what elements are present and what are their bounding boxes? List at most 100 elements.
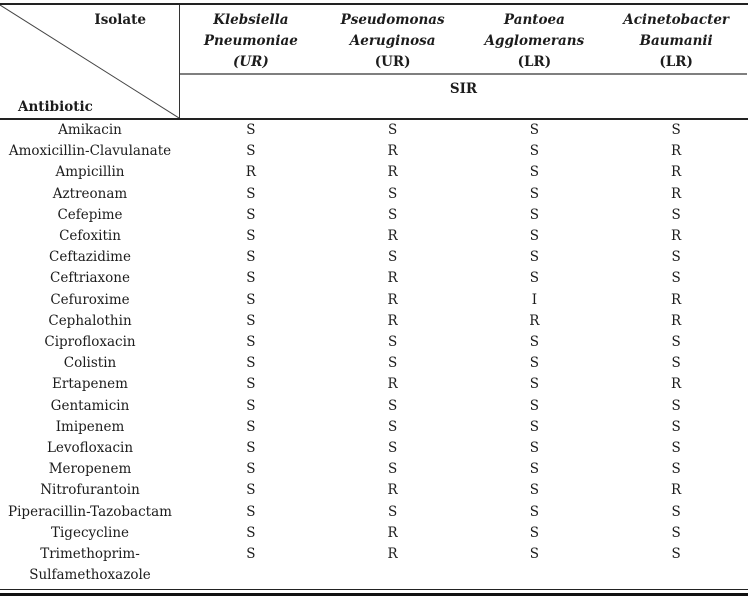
antibiotic-label: Antibiotic [18, 99, 93, 115]
sir-value-cell: S [671, 503, 681, 520]
antibiotic-name-cell: Cefoxitin [59, 228, 121, 245]
table-row: Levofloxacin S S S S [0, 438, 748, 459]
sir-value-cell: S [246, 143, 256, 160]
column-header-pseudomonas: Pseudomonas Aeruginosa (UR) [322, 10, 464, 73]
table-row: Amikacin S S S S [0, 120, 748, 141]
sir-value-cell: S [388, 440, 398, 457]
sir-value-cell: S [246, 546, 256, 563]
sir-value-cell: S [388, 122, 398, 138]
sir-value-cell: S [529, 397, 539, 414]
antibiotic-name-cell: Trimethoprim- Sulfamethoxazole [29, 546, 151, 584]
sir-value-cell: S [388, 503, 398, 520]
sir-value-cell: R [387, 376, 398, 393]
sir-value-cell: R [671, 164, 682, 181]
sir-value-cell: S [529, 524, 539, 541]
antibiotic-name-cell: Cephalothin [48, 312, 132, 329]
antibiotic-name-cell: Imipenem [55, 418, 125, 435]
sir-value-cell: S [388, 397, 398, 414]
antibiotic-name-cell: Levofloxacin [46, 440, 134, 457]
sir-value-cell: S [529, 503, 539, 520]
table-row: Ciprofloxacin S S S S [0, 332, 748, 353]
sir-value-cell: R [387, 524, 398, 541]
sir-value-cell: R [671, 482, 682, 499]
sir-value-cell: S [529, 546, 539, 563]
sir-value-cell: S [246, 482, 256, 499]
sir-value-cell: S [246, 397, 256, 414]
sir-value-cell: S [246, 334, 256, 351]
table-row: Cefuroxime S R I R [0, 290, 748, 311]
sir-value-cell: S [246, 376, 256, 393]
antibiotic-name-cell: Ciprofloxacin [44, 334, 136, 351]
sir-subheader: SIR [449, 81, 478, 97]
sir-value-cell: R [387, 312, 398, 329]
species-header-row: Klebsiella Pneumoniae (UR) Pseudomonas A… [180, 5, 747, 73]
sir-value-cell: I [531, 291, 538, 308]
sir-value-cell: S [671, 206, 681, 223]
source-abbreviation: (UR) [232, 54, 269, 70]
sir-value-cell: S [529, 228, 539, 245]
sir-value-cell: S [529, 461, 539, 478]
sir-value-cell: S [388, 249, 398, 266]
sir-value-cell: R [671, 376, 682, 393]
table-row: Trimethoprim- Sulfamethoxazole S R S S [0, 544, 748, 586]
table-row: Cefepime S S S S [0, 205, 748, 226]
antibiotic-name-cell: Ceftazidime [49, 249, 131, 266]
sir-value-cell: S [246, 185, 256, 202]
sir-value-cell: S [246, 249, 256, 266]
sir-value-cell: S [671, 440, 681, 457]
sir-value-cell: S [388, 461, 398, 478]
sir-value-cell: R [671, 185, 682, 202]
table-row: Gentamicin S S S S [0, 396, 748, 417]
sir-value-cell: S [246, 524, 256, 541]
antibiotic-name-cell: Meropenem [48, 461, 132, 478]
table-row: Amoxicillin-Clavulanate S R S R [0, 141, 748, 162]
isolate-label: Isolate [94, 12, 146, 28]
sir-value-cell: S [529, 355, 539, 372]
sir-value-cell: S [246, 461, 256, 478]
antibiotic-name-cell: Piperacillin-Tazobactam [8, 503, 172, 520]
antibiotic-name-cell: Ampicillin [55, 164, 125, 181]
sir-value-cell: S [671, 334, 681, 351]
table-row: Piperacillin-Tazobactam S S S S [0, 502, 748, 523]
table-row: Nitrofurantoin S R S R [0, 480, 748, 501]
column-header-pantoea: Pantoea Agglomerans (LR) [464, 10, 606, 73]
sir-value-cell: S [671, 418, 681, 435]
table-row: Ertapenem S R S R [0, 374, 748, 395]
sir-value-cell: S [388, 418, 398, 435]
sir-value-cell: R [671, 291, 682, 308]
sir-value-cell: R [387, 546, 398, 563]
table-top-rule [0, 3, 748, 5]
sir-value-cell: R [529, 312, 540, 329]
antibiotic-name-cell: Amoxicillin-Clavulanate [8, 143, 172, 160]
table-row: Ceftazidime S S S S [0, 247, 748, 268]
diagonal-corner-cell: Isolate Antibiotic [0, 5, 180, 118]
sir-value-cell: S [246, 355, 256, 372]
sir-value-cell: R [671, 228, 682, 245]
table-row: Meropenem S S S S [0, 459, 748, 480]
sir-value-cell: S [671, 122, 681, 138]
sir-value-cell: S [246, 418, 256, 435]
sir-value-cell: S [529, 249, 539, 266]
header-bottom-rule [0, 118, 748, 120]
table-header: Isolate Antibiotic Klebsiella Pneumoniae… [0, 5, 748, 118]
sir-value-cell: S [529, 418, 539, 435]
sir-value-cell: S [246, 440, 256, 457]
table-row: Cephalothin S R R R [0, 311, 748, 332]
sir-value-cell: S [388, 206, 398, 223]
table-row: Ampicillin R R S R [0, 162, 748, 183]
sir-value-cell: S [671, 461, 681, 478]
sir-value-cell: S [529, 185, 539, 202]
sir-value-cell: R [387, 270, 398, 287]
sir-value-cell: S [529, 440, 539, 457]
table-row: Tigecycline S R S S [0, 523, 748, 544]
sir-value-cell: S [246, 503, 256, 520]
antibiotic-name-cell: Amikacin [58, 122, 122, 138]
table-bottom-thick-rule [0, 593, 748, 597]
sir-value-cell: S [529, 164, 539, 181]
sir-value-cell: R [387, 291, 398, 308]
sir-value-cell: R [387, 164, 398, 181]
antibiotic-name-cell: Nitrofurantoin [40, 482, 140, 499]
sir-value-cell: S [529, 270, 539, 287]
sir-value-cell: S [246, 291, 256, 308]
